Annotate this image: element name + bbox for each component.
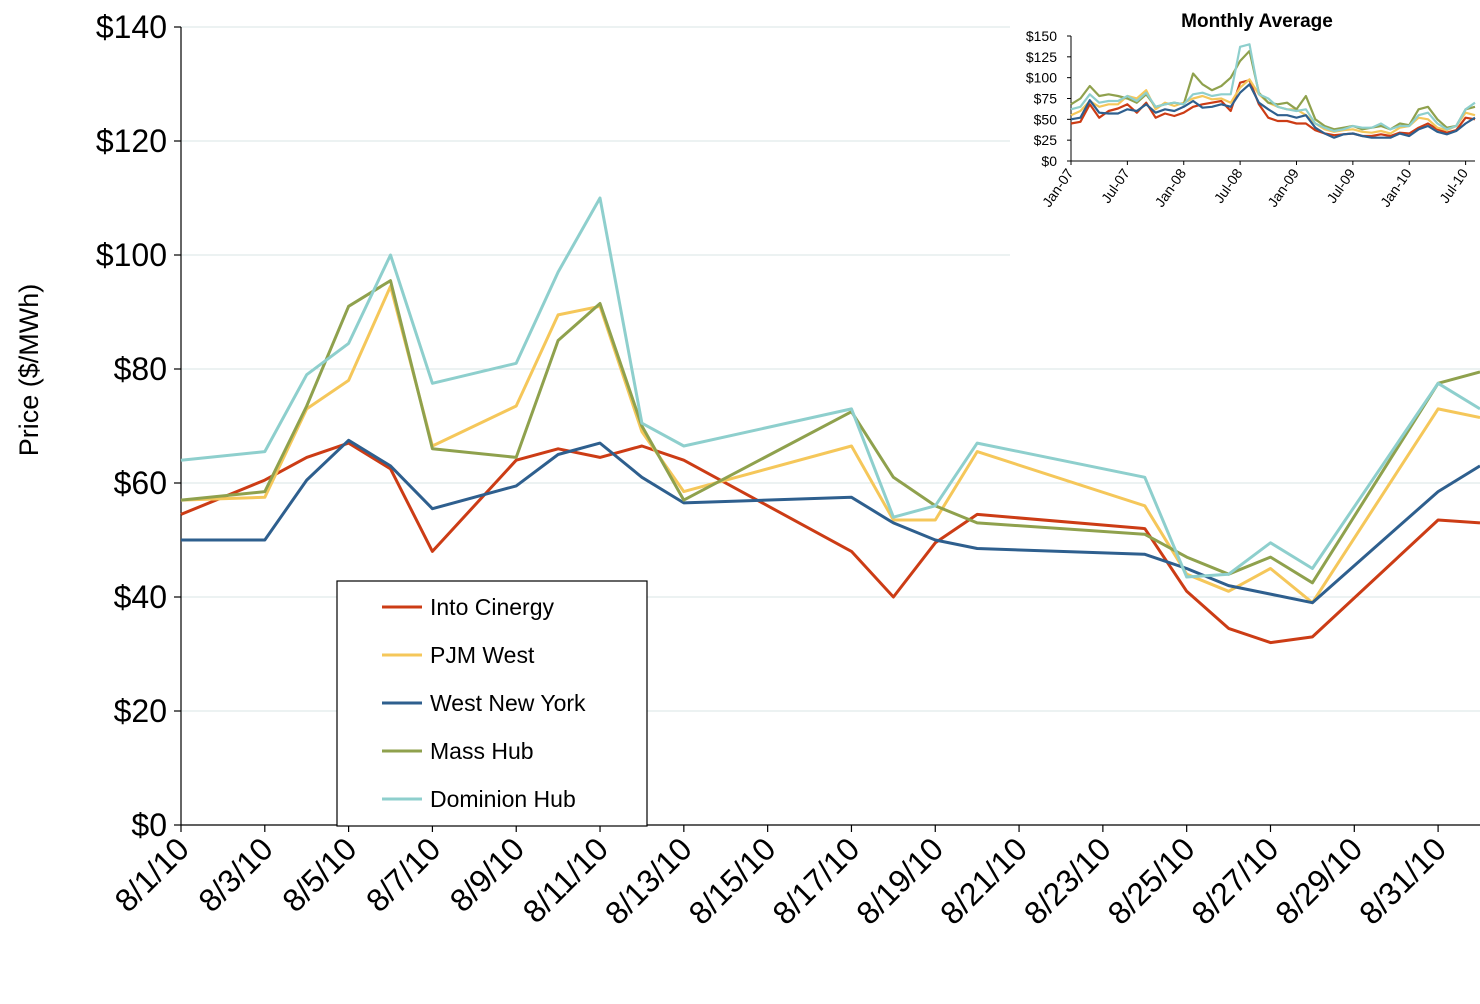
inset-y-tick-label: $100 xyxy=(1026,70,1057,86)
inset-series-lines xyxy=(1070,43,1476,139)
legend-label-west-new-york: West New York xyxy=(430,690,586,716)
series-line-pjm-west xyxy=(180,284,1480,605)
legend: Into Cinergy PJM West West New York Mass Hu… xyxy=(336,580,648,827)
y-tick-label: $40 xyxy=(114,579,167,615)
inset-axes xyxy=(1067,35,1475,165)
series-line-dominion-hub xyxy=(180,196,1480,579)
inset-y-tick-label: $0 xyxy=(1041,153,1057,169)
inset-y-tick-label: $50 xyxy=(1034,111,1058,127)
series-line-mass-hub xyxy=(180,279,1480,585)
inset-y-tick-label: $75 xyxy=(1034,91,1058,107)
y-tick-label: $60 xyxy=(114,465,167,501)
inset-y-tick-label: $125 xyxy=(1026,49,1057,65)
y-tick-label: $0 xyxy=(131,807,167,843)
inset-title: Monthly Average xyxy=(1181,11,1333,32)
main-y-tick-labels: $0 $20 $40 $60 $80 $100 $120 $140 xyxy=(96,9,167,843)
inset-y-tick-label: $25 xyxy=(1034,132,1058,148)
inset-y-tick-label: $150 xyxy=(1026,28,1057,44)
inset-series-line-dominion-hub xyxy=(1070,43,1476,133)
y-tick-label: $140 xyxy=(96,9,167,45)
inset-y-tick-labels: $0 $25 $50 $75 $100 $125 $150 xyxy=(1026,28,1057,169)
y-tick-label: $120 xyxy=(96,123,167,159)
legend-label-mass-hub: Mass Hub xyxy=(430,738,534,764)
inset-background xyxy=(1010,0,1480,256)
y-tick-label: $80 xyxy=(114,351,167,387)
y-axis-label: Price ($/MWh) xyxy=(14,284,44,457)
main-series-lines xyxy=(180,196,1480,645)
legend-label-dominion-hub: Dominion Hub xyxy=(430,786,576,812)
y-tick-label: $100 xyxy=(96,237,167,273)
legend-label-into-cinergy: Into Cinergy xyxy=(430,594,555,620)
y-tick-label: $20 xyxy=(114,693,167,729)
series-line-into-cinergy xyxy=(180,441,1480,645)
legend-label-pjm-west: PJM West xyxy=(430,642,535,668)
series-line-west-new-york xyxy=(181,438,1480,605)
inset-series-line-west-new-york xyxy=(1070,83,1476,139)
